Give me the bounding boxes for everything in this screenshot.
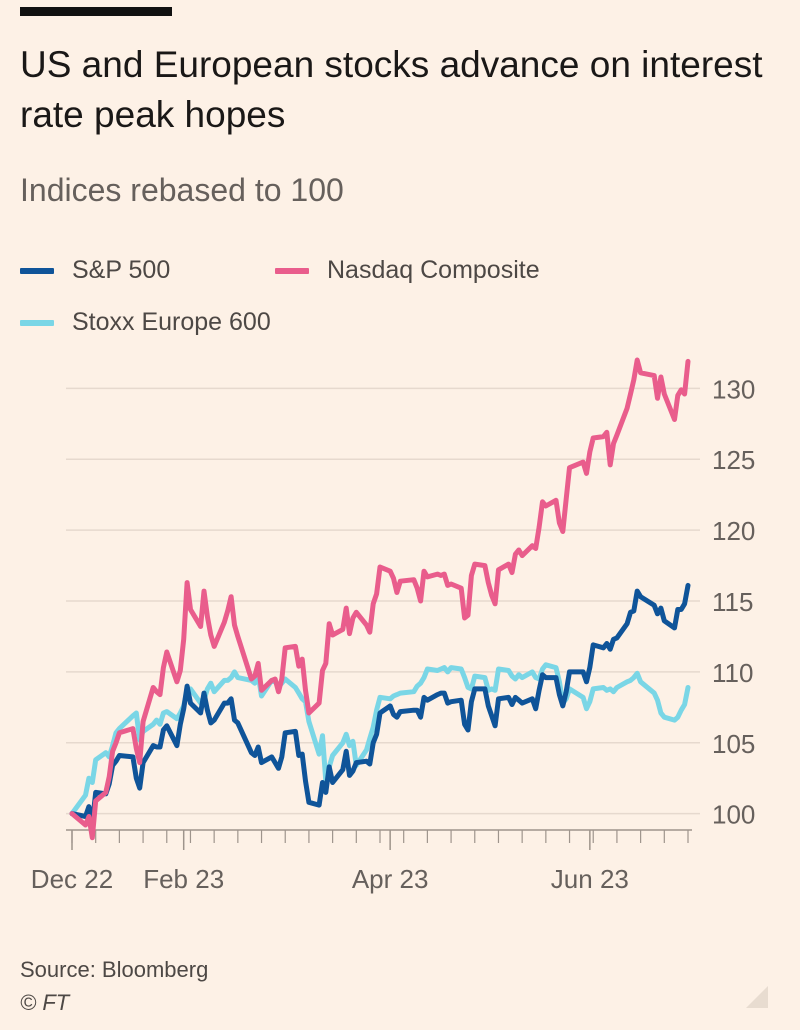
source-note: Source: Bloomberg: [20, 957, 209, 982]
chart-title: US and European stocks advance on intere…: [20, 44, 763, 135]
y-tick-label-120: 120: [712, 516, 755, 546]
legend-swatch-sp500: [20, 267, 54, 274]
y-tick-label-110: 110: [712, 658, 753, 688]
x-tick-label-0: Dec 22: [31, 864, 113, 894]
brand-top-bar: [20, 7, 172, 16]
legend-item-sp500: S&P 500: [20, 256, 170, 285]
legend-label-nasdaq: Nasdaq Composite: [327, 256, 540, 284]
y-tick-label-100: 100: [712, 800, 755, 830]
legend-label-sp500: S&P 500: [72, 256, 171, 284]
y-tick-label-130: 130: [712, 374, 755, 404]
series-line-stoxx-line: [69, 662, 691, 817]
x-tick-label-1: Feb 23: [143, 864, 224, 894]
legend-label-stoxx: Stoxx Europe 600: [72, 308, 271, 336]
legend-item-stoxx: Stoxx Europe 600: [20, 308, 271, 337]
corner-fold-icon: [746, 986, 768, 1008]
legend-item-nasdaq: Nasdaq Composite: [275, 256, 540, 285]
copyright-note: © FT: [20, 990, 70, 1015]
legend-swatch-nasdaq: [275, 267, 309, 274]
y-tick-label-105: 105: [712, 729, 755, 759]
y-tick-label-115: 115: [712, 587, 753, 617]
line-chart: 100 105 110 115 120 125 130 Dec 22 Feb 23 Apr 23 J…: [31, 357, 755, 894]
chart-legend: S&P 500 Nasdaq Composite Stoxx Europe 60…: [20, 248, 780, 348]
legend-swatch-stoxx: [20, 319, 54, 326]
x-tick-label-3: Jun 23: [551, 864, 629, 894]
x-tick-label-2: Apr 23: [352, 864, 429, 894]
y-tick-label-125: 125: [712, 445, 755, 475]
chart-subtitle: Indices rebased to 100: [20, 172, 344, 208]
series-line-nasdaq-line: [69, 357, 691, 841]
series-line-sp500-line: [69, 582, 691, 827]
